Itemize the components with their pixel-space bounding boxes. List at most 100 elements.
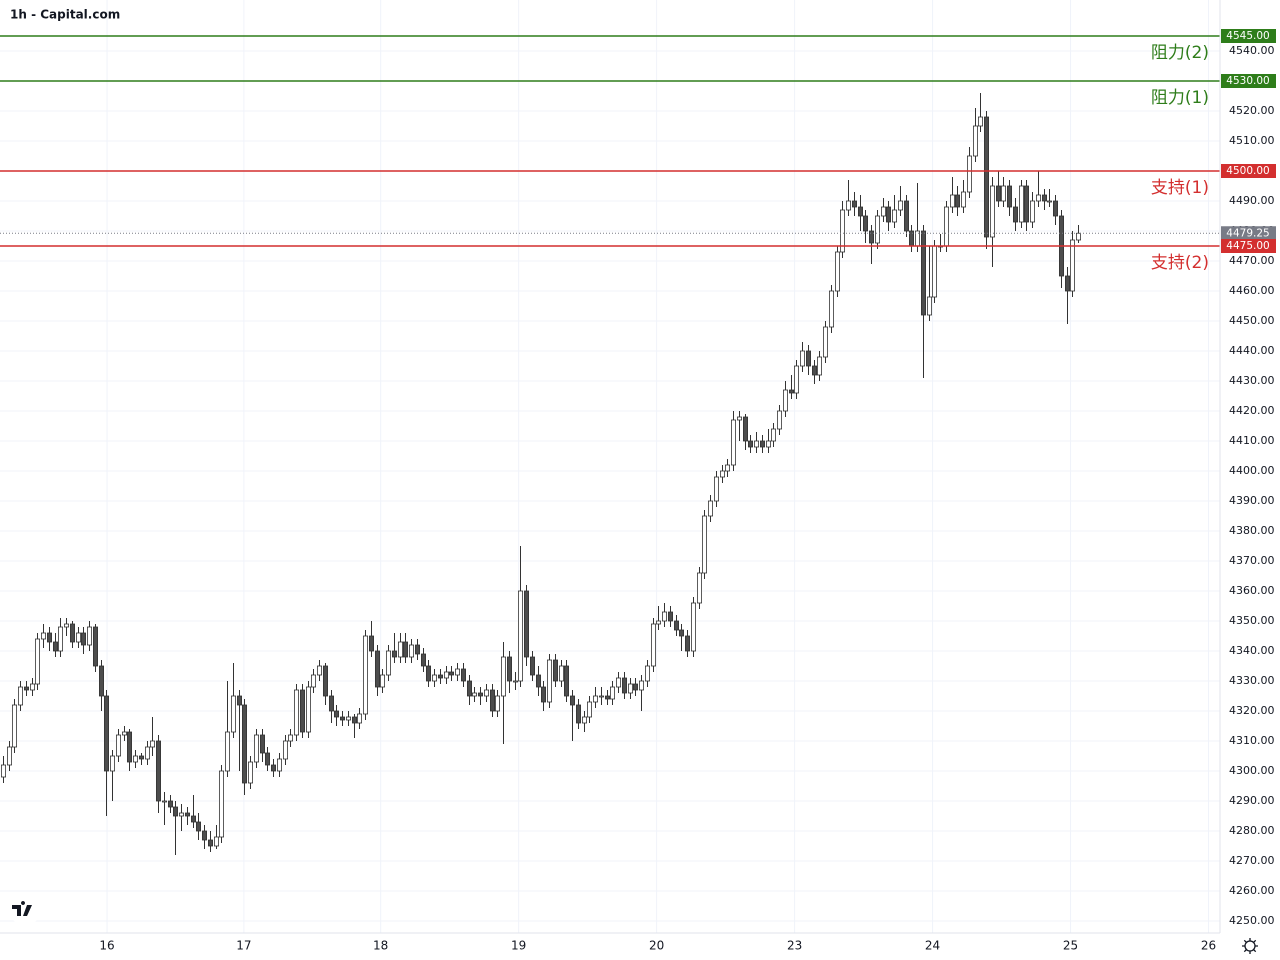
candle-body: [224, 731, 230, 772]
level-name: 支持(2): [1151, 253, 1209, 273]
candle-body: [610, 686, 616, 700]
candle-body: [858, 206, 864, 217]
price-tag-label: 4500.00: [1226, 165, 1269, 177]
candle-body: [122, 731, 128, 736]
candle-body: [93, 626, 99, 667]
y-tick-label: 4290.00: [1229, 794, 1275, 807]
candle-body: [794, 365, 800, 394]
candle-body: [132, 755, 138, 763]
y-tick-label: 4260.00: [1229, 884, 1275, 897]
candle-body: [674, 620, 680, 631]
candle-body: [489, 689, 495, 712]
candle-body: [668, 611, 674, 622]
candle-body: [322, 665, 328, 697]
candle-body: [305, 686, 311, 733]
candle-body: [333, 710, 339, 718]
candle-body: [425, 665, 431, 682]
candle-body: [110, 755, 116, 772]
candle-body: [605, 695, 611, 700]
candle-body: [725, 464, 731, 472]
candle-body: [892, 209, 898, 223]
gear-teeth[interactable]: [1242, 938, 1258, 954]
candle-body: [483, 689, 489, 697]
candle-body: [996, 185, 1002, 202]
price-tag: [1221, 164, 1276, 178]
candle-body: [391, 650, 397, 658]
candle-body: [299, 689, 305, 733]
x-tick-label: 20: [649, 939, 664, 953]
candle-body: [339, 716, 345, 721]
candle-body: [927, 296, 933, 316]
candle-body: [1065, 275, 1071, 292]
candle-body: [1047, 200, 1053, 203]
candle-body: [886, 206, 892, 223]
candle-body: [213, 836, 219, 847]
settings-icon[interactable]: [1242, 938, 1258, 954]
candle-body: [351, 716, 357, 724]
candle-body: [1001, 185, 1007, 202]
x-tick-label: 17: [236, 939, 251, 953]
candle-body: [737, 416, 743, 421]
level-name: 阻力(2): [1151, 43, 1209, 63]
candle-body: [932, 245, 938, 298]
y-tick-label: 4470.00: [1229, 254, 1275, 267]
y-tick-label: 4450.00: [1229, 314, 1275, 327]
candle-body: [247, 761, 253, 784]
candle-body: [64, 623, 70, 628]
candle-body: [494, 695, 500, 712]
x-tick-label: 23: [787, 939, 802, 953]
candle-body: [651, 623, 657, 667]
y-tick-label: 4330.00: [1229, 674, 1275, 687]
candle-body: [155, 740, 161, 802]
candle-body: [99, 665, 105, 697]
candle-body: [127, 731, 133, 763]
candle-body: [771, 428, 777, 442]
candle-body: [582, 716, 588, 724]
candle-body: [806, 350, 812, 367]
candle-body: [1013, 206, 1019, 223]
candle-body: [760, 440, 766, 448]
candle-body: [466, 680, 472, 697]
candle-body: [708, 500, 714, 517]
candle-body: [184, 812, 190, 817]
candle-body: [41, 632, 47, 640]
y-tick-label: 4490.00: [1229, 194, 1275, 207]
x-tick-label: 24: [925, 939, 940, 953]
candle-body: [241, 704, 247, 784]
candle-body: [846, 200, 852, 211]
candle-body: [800, 350, 806, 367]
candle-body: [950, 194, 956, 208]
candle-body: [1042, 194, 1048, 202]
price-tag-label: 4545.00: [1226, 30, 1269, 42]
logo-mark: [12, 901, 32, 916]
candle-body: [201, 830, 207, 841]
candle-body: [138, 755, 144, 760]
candle-body: [662, 611, 668, 622]
candle-body: [817, 356, 823, 376]
candle-body: [1007, 185, 1013, 208]
candle-body: [656, 620, 662, 625]
candle-body: [195, 821, 201, 832]
candle-body: [829, 290, 835, 328]
candle-body: [374, 650, 380, 688]
candle-body: [230, 695, 236, 733]
x-tick-label: 25: [1063, 939, 1078, 953]
candle-body: [253, 734, 259, 763]
candle-body: [35, 638, 41, 685]
logo: [8, 897, 42, 923]
price-tag: [1221, 239, 1276, 253]
candle-body: [881, 206, 887, 217]
candle-body: [167, 800, 173, 808]
candle-body: [81, 632, 87, 646]
logo-bg: [8, 897, 42, 923]
candle-body: [984, 116, 990, 238]
candle-body: [259, 734, 265, 754]
candle-body: [685, 635, 691, 652]
candle-body: [293, 689, 299, 736]
candle-body: [731, 419, 737, 466]
candle-body: [47, 632, 53, 643]
candle-body: [955, 194, 961, 208]
candle-body: [863, 215, 869, 232]
